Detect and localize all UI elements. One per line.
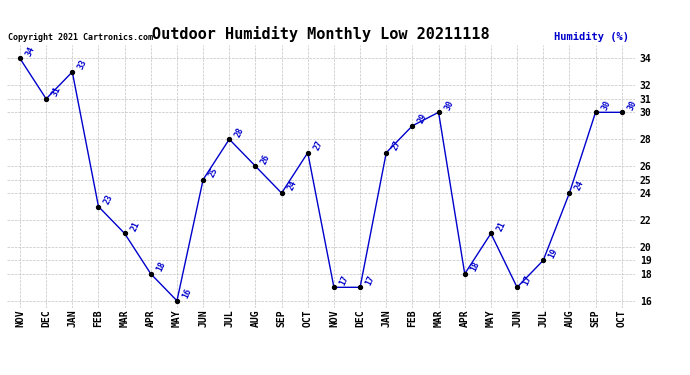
Point [67, 69, 78, 75]
Text: 25: 25 [207, 166, 219, 179]
Text: 30: 30 [443, 99, 455, 111]
Text: 33: 33 [77, 58, 89, 71]
Text: 18: 18 [469, 260, 482, 273]
Text: 21: 21 [495, 220, 507, 232]
Point [171, 298, 182, 304]
Point [302, 150, 313, 156]
Text: 18: 18 [155, 260, 168, 273]
Text: 30: 30 [626, 99, 638, 111]
Text: 30: 30 [600, 99, 612, 111]
Text: 17: 17 [521, 274, 533, 286]
Text: 26: 26 [259, 153, 272, 165]
Point [197, 177, 208, 183]
Text: 17: 17 [364, 274, 377, 286]
Point [485, 231, 496, 237]
Point [590, 109, 601, 115]
Text: 17: 17 [338, 274, 351, 286]
Text: 34: 34 [24, 45, 37, 58]
Point [93, 204, 104, 210]
Text: 21: 21 [129, 220, 141, 232]
Text: 19: 19 [547, 247, 560, 259]
Text: Copyright 2021 Cartronics.com: Copyright 2021 Cartronics.com [8, 33, 152, 42]
Point [433, 109, 444, 115]
Point [407, 123, 418, 129]
Point [564, 190, 575, 196]
Point [146, 271, 157, 277]
Text: Humidity (%): Humidity (%) [553, 32, 629, 42]
Text: 16: 16 [181, 287, 193, 300]
Title: Outdoor Humidity Monthly Low 20211118: Outdoor Humidity Monthly Low 20211118 [152, 27, 490, 42]
Text: 27: 27 [391, 139, 403, 152]
Text: 29: 29 [417, 112, 429, 125]
Point [14, 56, 26, 62]
Point [616, 109, 627, 115]
Point [250, 163, 261, 169]
Point [355, 284, 366, 290]
Point [538, 257, 549, 263]
Text: 28: 28 [233, 126, 246, 138]
Point [119, 231, 130, 237]
Text: 24: 24 [573, 179, 586, 192]
Point [381, 150, 392, 156]
Point [276, 190, 287, 196]
Point [41, 96, 52, 102]
Point [328, 284, 339, 290]
Text: 31: 31 [50, 85, 63, 98]
Text: 27: 27 [312, 139, 324, 152]
Text: 24: 24 [286, 179, 298, 192]
Point [511, 284, 522, 290]
Text: 23: 23 [103, 193, 115, 206]
Point [224, 136, 235, 142]
Point [460, 271, 471, 277]
